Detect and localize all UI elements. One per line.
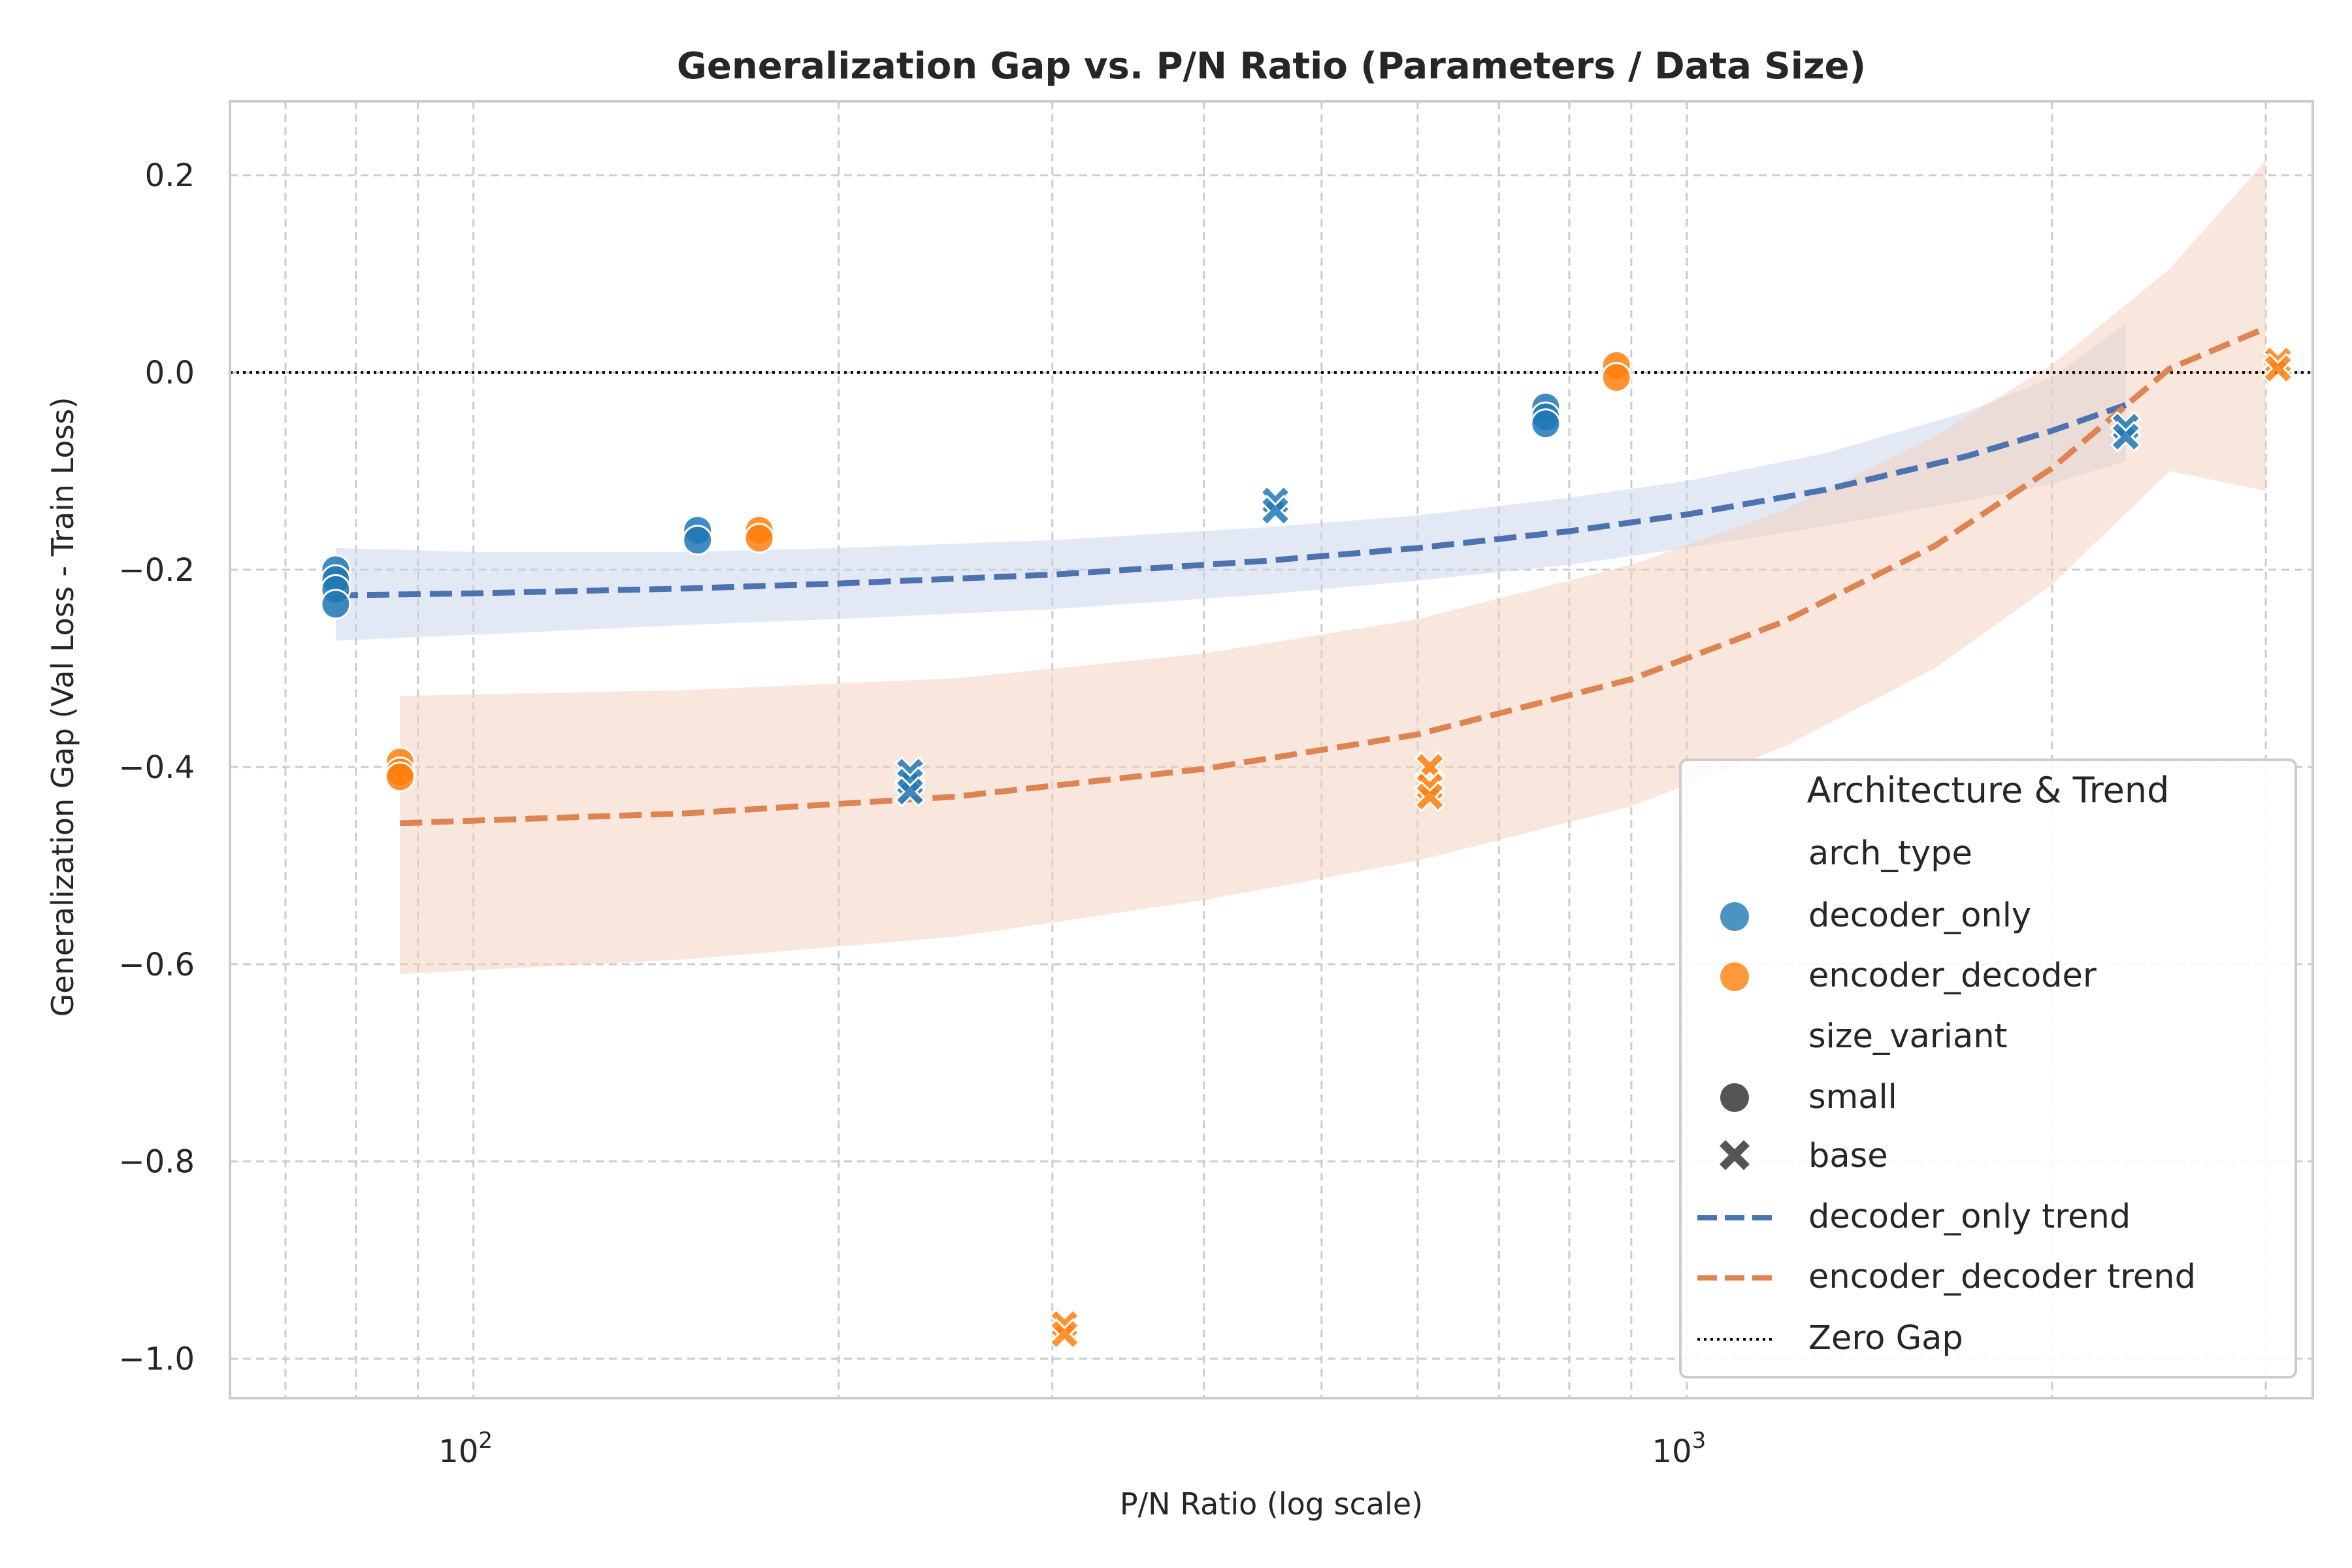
y-tick-label: −0.8 bbox=[118, 1144, 195, 1181]
point-encoder-decoder-base bbox=[1049, 1318, 1081, 1350]
legend-marker-decoder-only bbox=[1720, 902, 1749, 931]
point-encoder-decoder-base bbox=[2262, 352, 2294, 385]
legend: Architecture & Trend arch_type decoder_o… bbox=[1679, 759, 2297, 1379]
y-tick-label: −0.2 bbox=[118, 552, 195, 589]
y-tick-label: −0.6 bbox=[118, 947, 195, 983]
chart-title: Generalization Gap vs. P/N Ratio (Parame… bbox=[677, 45, 1866, 88]
point-encoder-decoder-small bbox=[384, 761, 416, 792]
legend-label-encoder-decoder: encoder_decoder bbox=[1808, 956, 2097, 995]
legend-label-zero-gap: Zero Gap bbox=[1808, 1319, 1963, 1358]
trend-line-decoder-only bbox=[335, 402, 2127, 598]
point-encoder-decoder-base bbox=[1414, 781, 1446, 813]
trend-line-encoder-decoder bbox=[400, 325, 2267, 826]
x-tick-labels: 102 103 bbox=[438, 1428, 1706, 1470]
point-decoder-only-base bbox=[1259, 495, 1292, 527]
y-tick-label: −0.4 bbox=[118, 749, 195, 786]
legend-label-base: base bbox=[1808, 1137, 1888, 1175]
legend-marker-encoder-decoder bbox=[1720, 962, 1749, 991]
legend-label-decoder-only: decoder_only bbox=[1808, 896, 2031, 935]
point-decoder-only-small bbox=[320, 589, 351, 620]
legend-header-arch-type: arch_type bbox=[1808, 834, 1972, 873]
confidence-bands bbox=[335, 160, 2266, 974]
legend-header-size-variant: size_variant bbox=[1808, 1017, 2008, 1056]
confidence-band-encoder-decoder bbox=[400, 160, 2266, 974]
x-tick-label: 102 bbox=[438, 1428, 493, 1470]
point-encoder-decoder-small bbox=[743, 523, 775, 554]
y-tick-labels: 0.2 0.0 −0.2 −0.4 −0.6 −0.8 −1.0 bbox=[118, 157, 195, 1377]
legend-label-encoder-trend: encoder_decoder trend bbox=[1808, 1258, 2196, 1296]
point-decoder-only-small bbox=[682, 525, 713, 556]
legend-marker-base bbox=[1720, 1140, 1750, 1170]
legend-box bbox=[1679, 759, 2297, 1379]
x-axis-label: P/N Ratio (log scale) bbox=[1120, 1486, 1423, 1522]
trend-lines bbox=[335, 325, 2267, 826]
legend-title: Architecture & Trend bbox=[1807, 770, 2170, 811]
y-tick-label: −1.0 bbox=[118, 1341, 195, 1378]
y-tick-label: 0.2 bbox=[145, 157, 195, 194]
legend-label-small: small bbox=[1808, 1078, 1897, 1117]
legend-label-decoder-trend: decoder_only trend bbox=[1808, 1198, 2131, 1236]
legend-marker-small bbox=[1720, 1083, 1749, 1112]
point-decoder-only-base bbox=[894, 776, 926, 808]
plot-frame bbox=[229, 100, 2314, 1399]
data-points bbox=[320, 344, 2294, 1350]
point-decoder-only-base bbox=[2110, 421, 2142, 453]
y-axis-label: Generalization Gap (Val Loss - Train Los… bbox=[45, 397, 80, 1017]
x-tick-label: 103 bbox=[1652, 1428, 1707, 1470]
point-encoder-decoder-small bbox=[1601, 362, 1632, 393]
point-decoder-only-small bbox=[1530, 408, 1561, 440]
confidence-band-decoder-only bbox=[335, 323, 2126, 641]
y-tick-label: 0.0 bbox=[145, 355, 195, 391]
